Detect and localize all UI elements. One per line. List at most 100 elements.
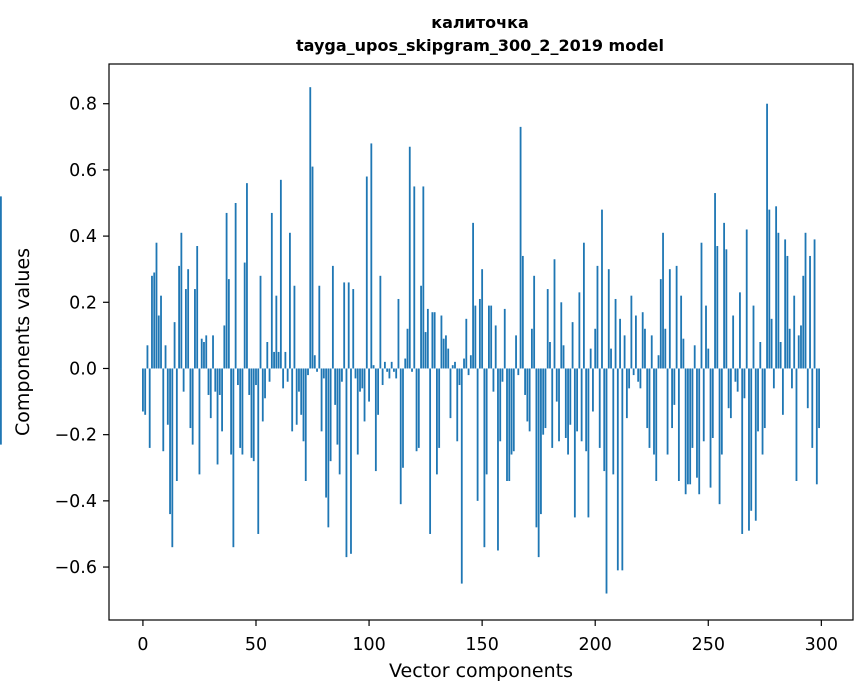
bar [178,265,181,369]
bar [417,368,420,448]
bar [426,308,429,369]
bar [512,368,515,452]
bar [797,335,800,369]
bar [743,368,746,399]
bar [485,368,488,475]
bar [648,368,651,448]
bar [587,368,590,518]
bar [436,368,438,475]
bar [741,368,744,534]
bar [779,342,782,369]
bar [763,368,766,429]
bar [736,368,739,392]
bar [725,249,728,369]
bar [635,315,637,369]
bar [180,232,183,369]
bar [395,368,398,379]
bar [196,246,199,369]
y-tick-label: 0.8 [69,95,97,115]
bar [433,312,436,369]
bar [442,338,445,369]
bar [576,368,579,432]
bar [386,368,389,372]
bar [567,368,569,455]
bar [248,368,251,395]
bar [795,368,798,481]
bar [777,232,780,369]
bar [406,328,409,369]
y-tick-label: 0.2 [69,293,97,313]
bar [501,368,504,382]
bar [811,368,814,448]
bar [806,368,809,409]
bar [772,368,775,389]
bar [506,368,508,481]
bar-group [0,87,820,594]
bar [607,269,610,369]
bar [359,368,361,392]
bar [227,279,230,369]
bar [594,328,597,369]
bar [578,292,581,369]
bar [363,368,366,422]
bar [815,368,818,485]
bar [469,355,472,369]
bar [732,315,735,369]
bar [252,368,255,462]
bar [209,368,212,419]
bar [759,342,762,369]
bar [662,232,664,369]
y-tick-label: −0.6 [55,558,98,578]
bar [456,368,459,442]
bar [361,368,364,389]
bar [255,368,257,386]
bar [675,265,678,369]
x-tick-label: 0 [137,635,148,655]
bar [481,269,484,369]
bar [166,368,169,425]
bar [691,368,694,448]
bar [804,232,807,369]
bar [250,368,253,458]
bar [347,282,350,369]
bar [438,368,441,448]
bar [535,368,538,528]
y-axis-label: Components values [12,248,34,436]
bar [345,368,348,558]
bar [374,368,377,472]
bar [221,368,223,432]
bar [677,368,680,481]
bar [727,368,730,409]
bar [476,368,479,501]
bar [754,368,757,521]
bar [289,232,291,369]
bar [365,176,368,369]
bar [800,325,802,369]
bar [698,368,701,495]
bar [261,368,264,422]
chart-title: калиточка [431,13,529,32]
bar [223,325,226,369]
bar [343,282,346,369]
bar [146,345,149,369]
bar [368,368,370,402]
bar [524,368,526,395]
bar [415,368,418,452]
bar [569,368,572,425]
bar [404,358,407,369]
bar [657,355,660,369]
bar [372,365,375,369]
bar [377,368,380,415]
bar [164,345,167,369]
bar [422,186,425,369]
bar [266,342,269,369]
bar [352,289,355,369]
bar [490,305,493,369]
bar [304,368,307,481]
bar [200,338,203,369]
bar [424,332,427,369]
bar [585,368,588,452]
bar [483,368,486,548]
bar [157,315,160,369]
bar [562,345,565,369]
